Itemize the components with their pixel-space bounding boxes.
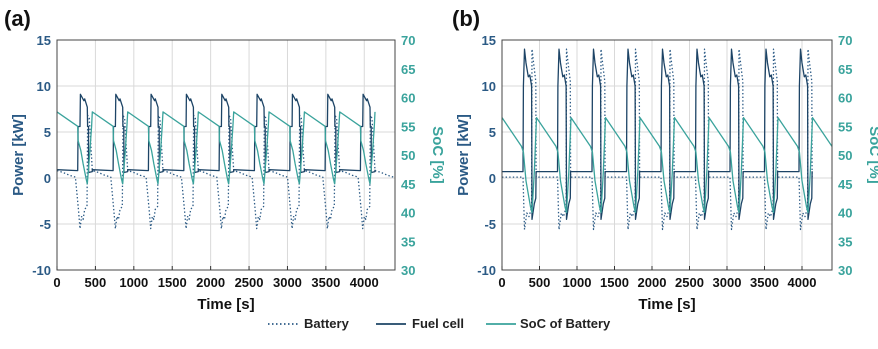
y-tick-label: 0 (44, 171, 51, 186)
x-tick-label: 500 (85, 275, 107, 290)
y-tick-label: -5 (484, 217, 496, 232)
y-tick-label: 0 (489, 171, 496, 186)
x-tick-label: 3000 (713, 275, 742, 290)
y2-tick-label: 35 (401, 234, 415, 249)
plot-frame (56, 39, 396, 271)
x-tick-label: 1000 (119, 275, 148, 290)
y2-tick-label: 30 (838, 263, 852, 278)
x-tick-label: 2500 (235, 275, 264, 290)
x-axis-title: Time [s] (638, 296, 695, 313)
x-tick-label: 1000 (563, 275, 592, 290)
y-tick-label: -10 (477, 263, 496, 278)
plot-frame (501, 39, 833, 271)
y2-tick-label: 55 (401, 119, 415, 134)
y2-tick-label: 45 (838, 177, 852, 192)
y2-tick-label: 60 (838, 91, 852, 106)
panel-label: (a) (4, 6, 31, 31)
x-tick-label: 1500 (600, 275, 629, 290)
y-tick-label: 10 (37, 79, 51, 94)
y2-tick-label: 70 (401, 33, 415, 48)
x-tick-label: 2000 (638, 275, 667, 290)
y-axis-title: Power [kW] (10, 114, 27, 196)
y2-tick-label: 65 (838, 62, 852, 77)
gridlines (56, 39, 395, 271)
y2-tick-label: 55 (838, 119, 852, 134)
y-tick-label: 5 (44, 125, 51, 140)
y2-tick-label: 60 (401, 91, 415, 106)
y2-tick-label: 70 (838, 33, 852, 48)
series-line-fuel-cell (57, 93, 376, 174)
y2-tick-label: 45 (401, 177, 415, 192)
chart-panel-a: 0 500 1000 1500 2000 2500 3000 3500 4000 -10 -5 0 5 1… (4, 6, 446, 313)
x-tick-label: 2000 (196, 275, 225, 290)
x-tick-label: 3500 (750, 275, 779, 290)
y-tick-label: 15 (482, 33, 496, 48)
y2-tick-label: 40 (401, 206, 415, 221)
y-tick-label: 10 (482, 79, 496, 94)
y-tick-label: -10 (32, 263, 51, 278)
y2-tick-label: 30 (401, 263, 415, 278)
series-lines (502, 48, 832, 231)
x-tick-label: 2500 (675, 275, 704, 290)
legend-label: Battery (304, 316, 350, 331)
x-tick-label: 0 (53, 275, 60, 290)
series-lines (57, 93, 394, 230)
y2-tick-label: 40 (838, 206, 852, 221)
y-tick-label: -5 (39, 217, 51, 232)
x-tick-label: 0 (498, 275, 505, 290)
x-tick-label: 4000 (788, 275, 817, 290)
y-tick-label: 15 (37, 33, 51, 48)
gridlines (501, 39, 832, 271)
x-tick-label: 500 (529, 275, 551, 290)
y2-tick-label: 50 (401, 148, 415, 163)
chart-panel-b: 0 500 1000 1500 2000 2500 3000 3500 4000 -10 -5 0 5 1… (452, 6, 878, 313)
y-tick-label: 5 (489, 125, 496, 140)
x-axis-title: Time [s] (197, 296, 254, 313)
series-line-soc-of-battery (57, 111, 376, 185)
legend-label: SoC of Battery (520, 316, 611, 331)
series-line-battery (502, 48, 813, 231)
x-tick-label: 3000 (273, 275, 302, 290)
y2-tick-label: 65 (401, 62, 415, 77)
series-line-soc-of-battery (502, 116, 832, 214)
y-axis-title: Power [kW] (455, 114, 472, 196)
legend-label: Fuel cell (412, 316, 464, 331)
y2-tick-label: 35 (838, 234, 852, 249)
legend: Battery Fuel cell SoC of Battery (268, 316, 611, 331)
y2-tick-label: 50 (838, 148, 852, 163)
series-line-fuel-cell (502, 48, 813, 221)
panel-label: (b) (452, 6, 480, 31)
x-tick-label: 3500 (311, 275, 340, 290)
y2-axis-title: SoC [%] (429, 126, 446, 184)
x-tick-label: 4000 (350, 275, 379, 290)
y2-axis-title: SoC [%] (866, 126, 878, 184)
x-tick-label: 1500 (158, 275, 187, 290)
